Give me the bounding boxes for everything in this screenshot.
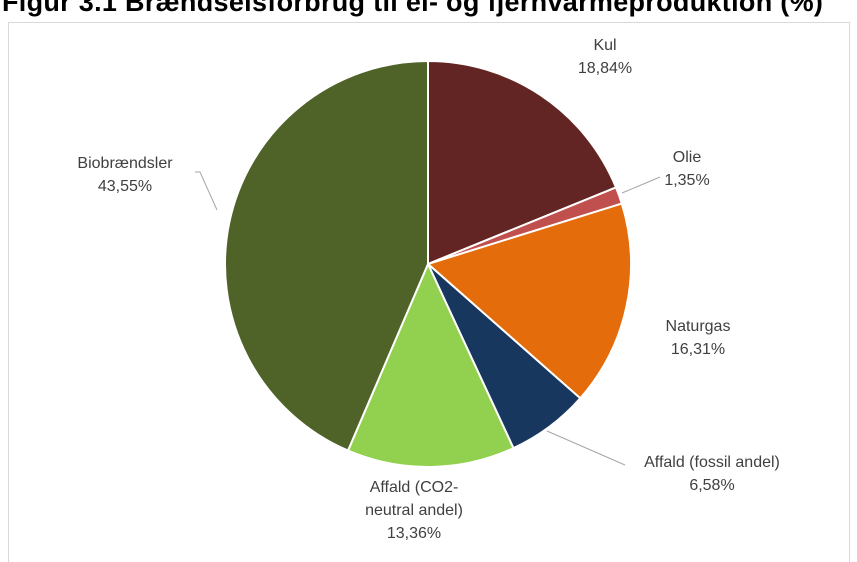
pie-slice-affald-co2-neutral-andel: [346, 261, 515, 468]
data-label-line: Olie: [673, 149, 702, 166]
data-label: Kul 18,84%: [578, 37, 632, 77]
data-label-line: Naturgas: [666, 318, 731, 335]
data-label: Olie 1,35%: [664, 149, 709, 189]
chart-frame: [8, 22, 850, 562]
data-label-line: 43,55%: [98, 178, 152, 195]
data-label-line: Affald (CO2-: [370, 479, 459, 496]
pie-slice-biobrændsler: [224, 59, 429, 452]
data-label-line: neutral andel): [365, 502, 463, 519]
chart-title: Figur 3.1 Brændselsforbrug til el- og fj…: [2, 0, 824, 17]
data-label: Biobrændsler 43,55%: [77, 155, 173, 195]
data-label-line: 6,58%: [689, 477, 734, 494]
leader-line: [546, 430, 626, 466]
data-label-line: Kul: [593, 37, 616, 54]
title-strip: Figur 3.1 Brændselsforbrug til el- og fj…: [0, 0, 857, 22]
leader-line: [621, 176, 661, 194]
data-label-line: 18,84%: [578, 60, 632, 77]
pie-slice-kul: [427, 59, 618, 266]
data-label: Naturgas 16,31%: [666, 318, 731, 358]
data-label-line: 13,36%: [387, 525, 441, 542]
data-label: Affald (CO2- neutral andel) 13,36%: [365, 479, 463, 542]
data-label-line: 1,35%: [664, 172, 709, 189]
pie-slice-naturgas: [426, 202, 632, 400]
data-label-line: 16,31%: [671, 341, 725, 358]
data-label: Affald (fossil andel) 6,58%: [644, 454, 780, 494]
data-label-line: Biobrændsler: [77, 155, 173, 172]
leader-line: [195, 171, 218, 211]
data-label-line: Affald (fossil andel): [644, 454, 780, 471]
